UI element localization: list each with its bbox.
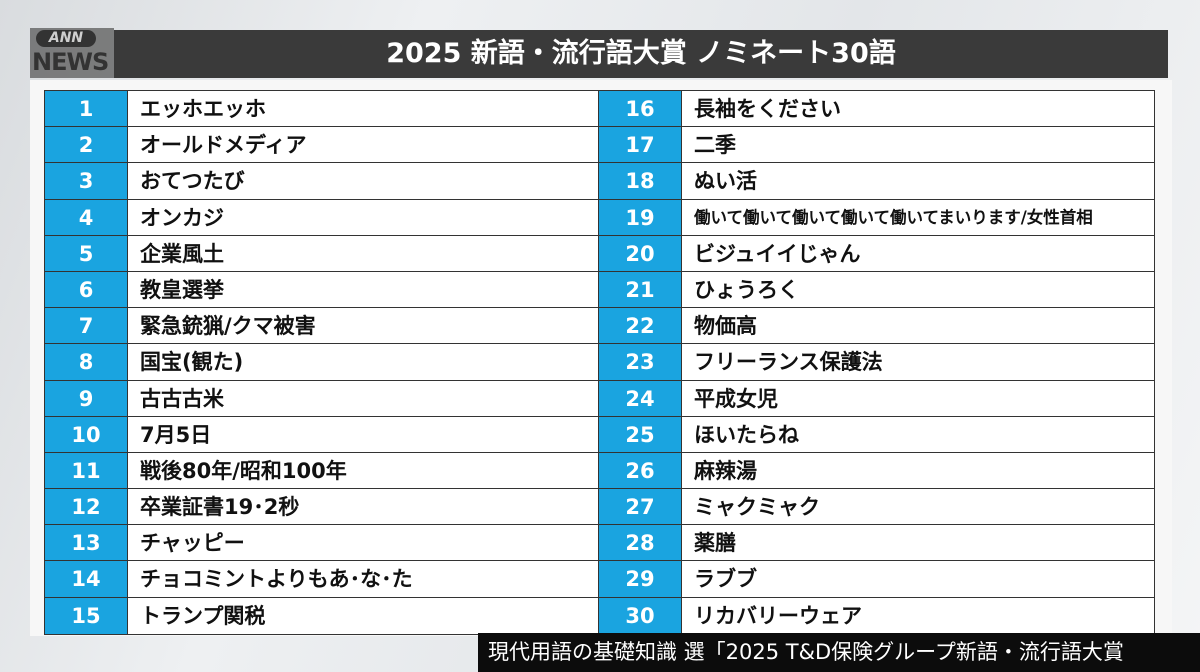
rank-number: 28 <box>599 525 682 561</box>
table-row: 20 ビジュイイじゃん <box>599 235 1154 272</box>
nominee-word: 教皇選挙 <box>128 271 600 308</box>
rank-number: 23 <box>599 344 682 380</box>
nominee-word: 長袖をください <box>682 91 1154 127</box>
table-row: 24 平成女児 <box>599 380 1154 417</box>
table-row: 5 企業風土 <box>45 235 600 272</box>
nominee-word: ビジュイイじゃん <box>682 235 1154 271</box>
nominee-word: 平成女児 <box>682 380 1154 416</box>
table-row: 18 ぬい活 <box>599 163 1154 200</box>
rank-number: 13 <box>45 525 128 561</box>
table-row: 25 ほいたらね <box>599 416 1154 453</box>
nominee-list-right: 16 長袖をください 17 二季 18 ぬい活 19 働いて働いて働いて働いて働いてまいります… <box>598 90 1155 635</box>
nominee-word: オンカジ <box>128 199 600 235</box>
table-row: 29 ラブブ <box>599 561 1154 598</box>
table-row: 11 戦後80年/昭和100年 <box>45 452 600 490</box>
table-row: 1 エッホエッホ <box>45 91 600 128</box>
table-row: 12 卒業証書19･2秒 <box>45 489 600 526</box>
rank-number: 29 <box>599 561 682 597</box>
rank-number: 20 <box>599 235 682 271</box>
table-row: 8 国宝(観た) <box>45 344 600 381</box>
rank-number: 26 <box>599 452 682 489</box>
nominee-word: 二季 <box>682 127 1154 163</box>
table-row: 22 物価高 <box>599 308 1154 345</box>
ann-news-logo: ANN NEWS <box>30 28 114 78</box>
nominee-word: 古古古米 <box>128 380 600 416</box>
table-row: 7 緊急銃猟/クマ被害 <box>45 308 600 345</box>
nominee-word: リカバリーウェア <box>682 597 1154 634</box>
nominee-word: 7月5日 <box>128 416 600 452</box>
rank-number: 9 <box>45 380 128 416</box>
logo-news: NEWS <box>32 48 109 76</box>
rank-number: 15 <box>45 597 128 634</box>
table-row: 21 ひょうろく <box>599 271 1154 309</box>
nominee-word: 企業風土 <box>128 235 600 271</box>
nominee-word: フリーランス保護法 <box>682 344 1154 380</box>
nominee-list-left: 1 エッホエッホ 2 オールドメディア 3 おてつたび 4 オンカジ 5 企業風土 6 教皇選挙 7 緊急… <box>44 90 601 635</box>
rank-number: 5 <box>45 235 128 271</box>
nominee-word: ぬい活 <box>682 163 1154 199</box>
rank-number: 8 <box>45 344 128 380</box>
nominee-word: オールドメディア <box>128 127 600 163</box>
nominee-word: 物価高 <box>682 308 1154 344</box>
rank-number: 21 <box>599 271 682 308</box>
table-row: 6 教皇選挙 <box>45 271 600 309</box>
rank-number: 3 <box>45 163 128 199</box>
rank-number: 14 <box>45 561 128 597</box>
nominee-word: ラブブ <box>682 561 1154 597</box>
table-row: 4 オンカジ <box>45 199 600 236</box>
nominee-word: 麻辣湯 <box>682 452 1154 489</box>
table-row: 10 7月5日 <box>45 416 600 453</box>
nominee-word: ひょうろく <box>682 271 1154 308</box>
nominee-word: 働いて働いて働いて働いて働いてまいります/女性首相 <box>682 199 1154 235</box>
rank-number: 10 <box>45 416 128 452</box>
page-title: 2025 新語・流行語大賞 ノミネート30語 <box>114 30 1168 78</box>
rank-number: 30 <box>599 597 682 634</box>
nominee-word: 緊急銃猟/クマ被害 <box>128 308 600 344</box>
rank-number: 6 <box>45 271 128 308</box>
nominee-word: エッホエッホ <box>128 91 600 127</box>
rank-number: 17 <box>599 127 682 163</box>
nominee-word: 国宝(観た) <box>128 344 600 380</box>
nominee-word: チャッピー <box>128 525 600 561</box>
rank-number: 2 <box>45 127 128 163</box>
rank-number: 24 <box>599 380 682 416</box>
table-row: 28 薬膳 <box>599 525 1154 562</box>
table-row: 23 フリーランス保護法 <box>599 344 1154 381</box>
rank-number: 11 <box>45 452 128 489</box>
rank-number: 7 <box>45 308 128 344</box>
nominee-word: 薬膳 <box>682 525 1154 561</box>
nominee-word: おてつたび <box>128 163 600 199</box>
table-row: 3 おてつたび <box>45 163 600 200</box>
rank-number: 22 <box>599 308 682 344</box>
table-row: 14 チョコミントよりもあ･な･た <box>45 561 600 598</box>
table-row: 15 トランプ関税 <box>45 597 600 634</box>
table-row: 17 二季 <box>599 127 1154 164</box>
table-row: 2 オールドメディア <box>45 127 600 164</box>
nominee-word: ミャクミャク <box>682 489 1154 525</box>
rank-number: 19 <box>599 199 682 235</box>
nominee-word: トランプ関税 <box>128 597 600 634</box>
table-row: 19 働いて働いて働いて働いて働いてまいります/女性首相 <box>599 199 1154 236</box>
rank-number: 1 <box>45 91 128 127</box>
nominee-word: ほいたらね <box>682 416 1154 452</box>
table-row: 16 長袖をください <box>599 91 1154 128</box>
rank-number: 18 <box>599 163 682 199</box>
table-row: 26 麻辣湯 <box>599 452 1154 490</box>
caption-bar: 現代用語の基礎知識 選「2025 T&D保険グループ新語・流行語大賞 <box>478 633 1200 672</box>
table-row: 13 チャッピー <box>45 525 600 562</box>
nominee-word: チョコミントよりもあ･な･た <box>128 561 600 597</box>
rank-number: 12 <box>45 489 128 525</box>
nominee-word: 卒業証書19･2秒 <box>128 489 600 525</box>
logo-ann: ANN <box>36 30 96 47</box>
rank-number: 27 <box>599 489 682 525</box>
table-row: 30 リカバリーウェア <box>599 597 1154 634</box>
table-row: 9 古古古米 <box>45 380 600 417</box>
table-row: 27 ミャクミャク <box>599 489 1154 526</box>
rank-number: 4 <box>45 199 128 235</box>
rank-number: 25 <box>599 416 682 452</box>
rank-number: 16 <box>599 91 682 127</box>
nominee-word: 戦後80年/昭和100年 <box>128 452 600 489</box>
